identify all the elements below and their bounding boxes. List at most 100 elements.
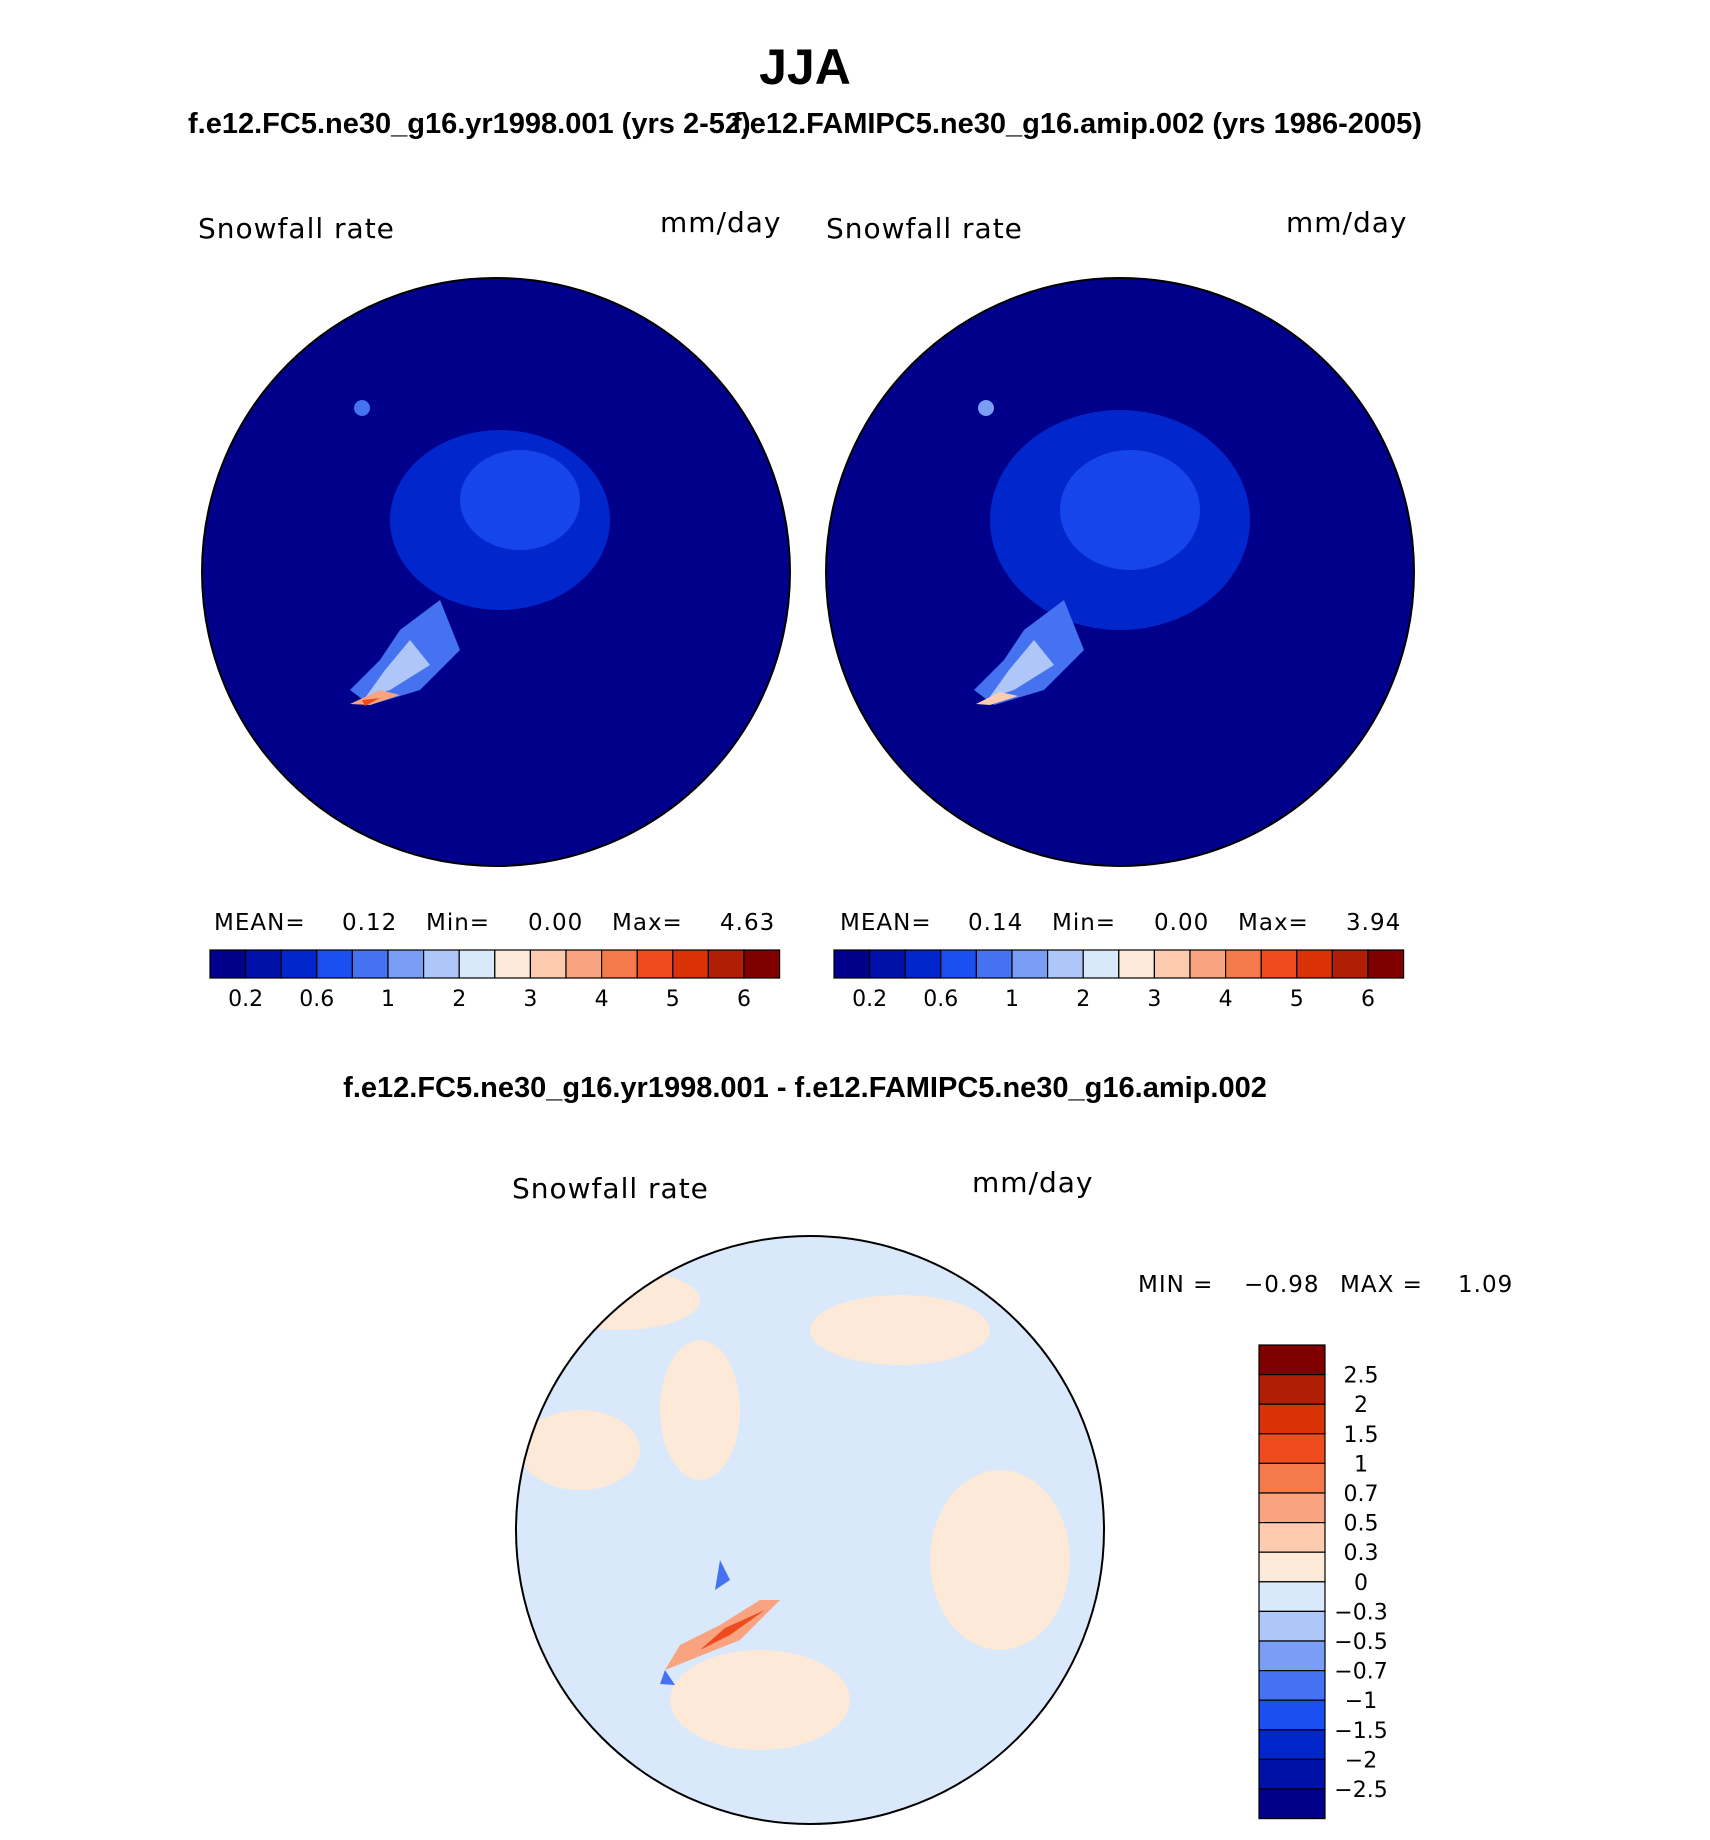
difference-max-label: MAX =	[1340, 1272, 1423, 1298]
difference-colorbar-tick-label: −2.5	[1334, 1778, 1387, 1803]
difference-colorbar-tick-label: 0.7	[1344, 1482, 1379, 1507]
panel-left-min-label: Min=	[426, 910, 491, 936]
difference-colorbar-tick-label: 2.5	[1344, 1364, 1379, 1389]
panel-right-min-value: 0.00	[1154, 910, 1210, 936]
difference-colorbar-swatch	[1258, 1640, 1326, 1672]
difference-colorbar-tick-label: 0.3	[1344, 1541, 1379, 1566]
panel-right-colorbar-swatch	[1189, 949, 1227, 979]
panel-left-colorbar-swatch	[351, 949, 389, 979]
panel-left-colorbar-tick-label: 2	[452, 987, 466, 1012]
panel-right-max-value: 3.94	[1346, 910, 1402, 936]
panel-left-colorbar-tick-label: 4	[595, 987, 609, 1012]
difference-colorbar-swatch	[1258, 1403, 1326, 1435]
panel-right-colorbar-swatch	[1367, 949, 1405, 979]
panel-left-colorbar-swatch	[280, 949, 318, 979]
difference-colorbar-tick-label: −1	[1345, 1689, 1377, 1714]
difference-units-label: mm/day	[972, 1166, 1094, 1199]
panel-right-colorbar-swatch	[904, 949, 942, 979]
difference-min-value: −0.98	[1244, 1272, 1320, 1298]
panel-right-colorbar-swatch	[1153, 949, 1191, 979]
panel-right-max-label: Max=	[1238, 910, 1309, 936]
panel-left-colorbar-tick-label: 5	[666, 987, 680, 1012]
panel-left-mean-label: MEAN=	[214, 910, 306, 936]
panel-right-units-label: mm/day	[1286, 206, 1408, 239]
panel-left-max-label: Max=	[612, 910, 683, 936]
panel-right-colorbar-swatch	[1118, 949, 1156, 979]
panel-right-colorbar-tick-label: 4	[1219, 987, 1233, 1012]
panel-left-colorbar-swatch	[743, 949, 781, 979]
panel-right-colorbar-tick-label: 1	[1005, 987, 1019, 1012]
difference-colorbar-tick-label: 0.5	[1344, 1512, 1379, 1537]
difference-colorbar-swatch	[1258, 1729, 1326, 1761]
panel-right-colorbar-swatch	[833, 949, 871, 979]
panel-right-case-title: f.e12.FAMIPC5.ne30_g16.amip.002 (yrs 198…	[732, 108, 1422, 140]
difference-colorbar-tick-label: −0.5	[1334, 1630, 1387, 1655]
difference-colorbar-tick-label: 1.5	[1344, 1423, 1379, 1448]
difference-colorbar-swatch	[1258, 1492, 1326, 1524]
panel-left-colorbar-swatch	[209, 949, 247, 979]
difference-colorbar-swatch	[1258, 1758, 1326, 1790]
panel-left-colorbar-swatch	[423, 949, 460, 979]
difference-colorbar-swatch	[1258, 1699, 1326, 1731]
difference-colorbar-swatch	[1258, 1433, 1326, 1465]
panel-right-colorbar-swatch	[1296, 949, 1334, 979]
panel-right-colorbar-tick-label: 5	[1290, 987, 1304, 1012]
panel-left-colorbar-tick-label: 6	[737, 987, 751, 1012]
panel-right-mean-value: 0.14	[968, 910, 1024, 936]
panel-right-colorbar-swatch	[868, 949, 906, 979]
difference-variable-label: Snowfall rate	[512, 1172, 709, 1205]
difference-colorbar-swatch	[1258, 1788, 1326, 1820]
panel-right-colorbar-tick-label: 2	[1076, 987, 1090, 1012]
panel-left-colorbar-swatch	[707, 949, 745, 979]
panel-right-colorbar-tick-label: 0.6	[923, 987, 958, 1012]
panel-left-colorbar-swatch	[565, 949, 603, 979]
panel-left-colorbar-tick-label: 1	[381, 987, 395, 1012]
panel-right-colorbar-swatch	[1046, 949, 1084, 979]
difference-colorbar-swatch	[1258, 1521, 1326, 1553]
difference-title: f.e12.FC5.ne30_g16.yr1998.001 - f.e12.FA…	[343, 1072, 1267, 1104]
panel-right-colorbar-swatch	[1011, 949, 1049, 979]
difference-colorbar-swatch	[1258, 1581, 1326, 1613]
panel-right-colorbar-tick-label: 6	[1361, 987, 1375, 1012]
panel-right-colorbar-swatch	[975, 949, 1013, 979]
difference-colorbar-tick-label: −1.5	[1334, 1719, 1387, 1744]
panel-left-colorbar-swatch	[458, 949, 496, 979]
panel-right-colorbar-swatch	[940, 949, 977, 979]
difference-colorbar-tick-label: −2	[1345, 1748, 1377, 1773]
panel-left-colorbar-tick-label: 0.6	[299, 987, 334, 1012]
panel-left-mean-value: 0.12	[342, 910, 398, 936]
difference-colorbar-swatch	[1258, 1462, 1326, 1494]
panel-left-variable-label: Snowfall rate	[198, 212, 395, 245]
difference-max-value: 1.09	[1458, 1272, 1514, 1298]
difference-colorbar-swatch	[1258, 1373, 1326, 1405]
difference-min-label: MIN =	[1138, 1272, 1214, 1298]
panel-right-min-label: Min=	[1052, 910, 1117, 936]
difference-colorbar-tick-label: −0.7	[1334, 1660, 1387, 1685]
panel-right-colorbar-tick-label: 3	[1147, 987, 1161, 1012]
panel-right-map	[825, 277, 1415, 867]
difference-colorbar-tick-label: 0	[1354, 1571, 1368, 1596]
panel-right-colorbar-tick-label: 0.2	[852, 987, 887, 1012]
difference-colorbar-swatch	[1258, 1344, 1326, 1376]
panel-left-colorbar-tick-label: 3	[523, 987, 537, 1012]
difference-colorbar-swatch	[1258, 1669, 1326, 1701]
difference-colorbar-swatch	[1258, 1551, 1326, 1583]
panel-left-case-title: f.e12.FC5.ne30_g16.yr1998.001 (yrs 2-52)	[188, 108, 751, 140]
panel-left-colorbar: 0.2 0.6 1 2 3 4 5 6	[209, 949, 781, 1012]
difference-colorbar-tick-label: 1	[1354, 1452, 1368, 1477]
panel-right-colorbar-swatch	[1260, 949, 1298, 979]
panel-left-colorbar-swatch	[316, 949, 353, 979]
panel-right-colorbar-swatch	[1224, 949, 1262, 979]
difference-colorbar: 2.5 2 1.5 1 0.7 0.5 0.3 0 −0.3 −0.5 −0.7 −1 −1.5 −2 −2…	[1258, 1344, 1388, 1820]
main-title: JJA	[759, 39, 851, 95]
panel-right-mean-label: MEAN=	[840, 910, 932, 936]
panel-left-colorbar-tick-label: 0.2	[228, 987, 263, 1012]
panel-right-colorbar-swatch	[1331, 949, 1369, 979]
panel-left-colorbar-swatch	[245, 949, 282, 979]
panel-left-colorbar-swatch	[494, 949, 531, 979]
panel-right-colorbar: 0.2 0.6 1 2 3 4 5 6	[833, 949, 1405, 1012]
panel-left-colorbar-swatch	[672, 949, 709, 979]
difference-map	[515, 1235, 1105, 1825]
panel-right-variable-label: Snowfall rate	[826, 212, 1023, 245]
